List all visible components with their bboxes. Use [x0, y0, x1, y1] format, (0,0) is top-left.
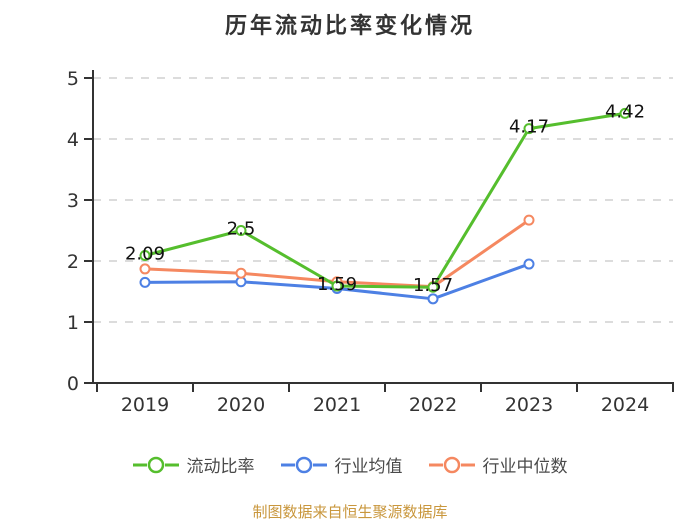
line-circle-marker-icon — [280, 456, 327, 473]
legend-item-industry-average[interactable]: 行业均值 — [280, 452, 403, 477]
data-source-note: 制图数据来自恒生聚源数据库 — [252, 503, 448, 521]
legend-label: 行业中位数 — [482, 457, 568, 477]
x-axis-tick-label: 2021 — [313, 394, 361, 416]
y-axis-tick-label: 2 — [67, 251, 79, 273]
x-axis-tick-label: 2023 — [505, 394, 553, 416]
y-axis-tick-label: 4 — [67, 129, 79, 151]
data-point-current-ratio[interactable] — [523, 123, 535, 135]
data-label: 2.5 — [227, 219, 256, 240]
legend-label: 行业均值 — [334, 457, 403, 477]
data-label: 4.42 — [605, 101, 645, 122]
legend-label: 流动比率 — [186, 457, 255, 477]
legend-item-industry-median[interactable]: 行业中位数 — [428, 452, 568, 477]
line-circle-marker-icon — [132, 456, 179, 473]
y-axis-tick-label: 5 — [67, 68, 79, 90]
line-circle-marker-icon — [428, 456, 475, 473]
data-point-current-ratio[interactable] — [427, 281, 439, 293]
data-point-industry-median[interactable] — [235, 267, 247, 279]
y-axis-tick-label: 0 — [67, 373, 79, 395]
series-line-current-ratio — [143, 111, 627, 289]
data-label: 4.17 — [509, 117, 549, 138]
data-label: 1.57 — [413, 275, 453, 296]
y-axis-tick-label: 3 — [67, 190, 79, 212]
data-point-industry-average[interactable] — [523, 258, 535, 270]
data-label: 1.59 — [317, 274, 357, 295]
data-label: 2.09 — [125, 244, 165, 265]
data-point-current-ratio[interactable] — [139, 250, 151, 262]
x-axis-tick-label: 2022 — [409, 394, 457, 416]
data-point-industry-average[interactable] — [427, 293, 439, 305]
y-axis-tick-label: 1 — [67, 312, 79, 334]
x-axis-tick-label: 2019 — [121, 394, 169, 416]
chart-title: 历年流动比率变化情况 — [224, 14, 475, 39]
data-point-industry-median[interactable] — [139, 263, 151, 275]
data-point-industry-median[interactable] — [523, 214, 535, 226]
x-axis-tick-label: 2020 — [217, 394, 265, 416]
data-point-industry-average[interactable] — [139, 276, 151, 288]
legend: 流动比率 行业均值 行业中位数 — [0, 452, 700, 477]
x-axis-tick-label: 2024 — [601, 394, 649, 416]
data-point-current-ratio[interactable] — [331, 280, 343, 292]
legend-item-current-ratio[interactable]: 流动比率 — [132, 452, 255, 477]
data-point-current-ratio[interactable] — [235, 225, 247, 236]
data-point-current-ratio[interactable] — [619, 107, 631, 119]
